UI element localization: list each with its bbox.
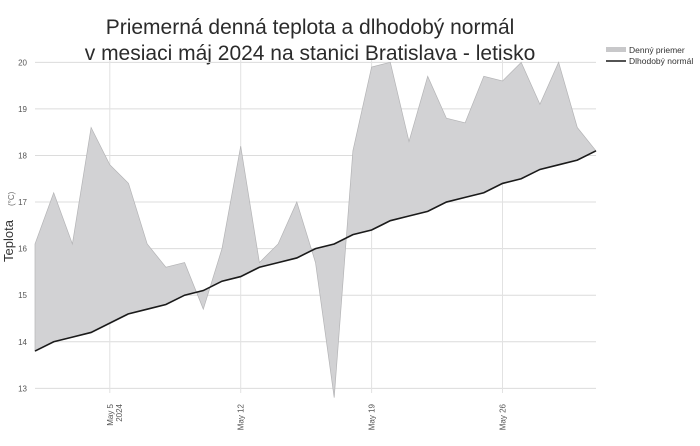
- legend-label-normal: Dlhodobý normál: [629, 56, 693, 66]
- legend-swatch-daily: [606, 47, 626, 52]
- x-tick-label: 2024: [115, 403, 124, 421]
- chart-title-line-1: Priemerná denná teplota a dlhodobý normá…: [106, 16, 515, 39]
- y-tick-label: 14: [18, 338, 27, 347]
- chart-title: Priemerná denná teplota a dlhodobý normá…: [85, 16, 536, 65]
- y-axis-unit: (°C): [7, 191, 16, 206]
- y-tick-label: 13: [18, 384, 27, 393]
- x-tick-label: May 12: [237, 403, 246, 430]
- x-tick-label: May 5: [106, 403, 115, 425]
- y-axis-label: Teplota (°C): [1, 191, 16, 262]
- x-tick: May 12: [237, 403, 246, 430]
- y-tick-label: 19: [18, 105, 27, 114]
- daily-mean-area: [34, 61, 597, 398]
- legend: Denný priemer Dlhodobý normál: [606, 45, 693, 66]
- plot-area: [34, 61, 597, 398]
- x-tick: May 5 2024: [106, 403, 124, 425]
- y-tick-label: 18: [18, 151, 27, 160]
- y-tick-label: 15: [18, 291, 27, 300]
- x-axis: May 5 2024 May 12 May 19 May 26: [106, 403, 508, 430]
- x-tick-label: May 19: [368, 403, 377, 430]
- y-axis: 13 14 15 16 17 18 19 20: [18, 58, 27, 393]
- x-tick: May 26: [499, 403, 508, 430]
- normal-line: [34, 150, 597, 352]
- x-tick-label: May 26: [499, 403, 508, 430]
- y-tick-label: 16: [18, 245, 27, 254]
- y-tick-label: 17: [18, 198, 27, 207]
- chart-title-line-2: v mesiaci máj 2024 na stanici Bratislava…: [85, 42, 536, 65]
- y-tick-label: 20: [18, 58, 27, 67]
- y-axis-title: Teplota: [1, 219, 16, 262]
- x-tick: May 19: [368, 403, 377, 430]
- legend-label-daily: Denný priemer: [629, 45, 685, 55]
